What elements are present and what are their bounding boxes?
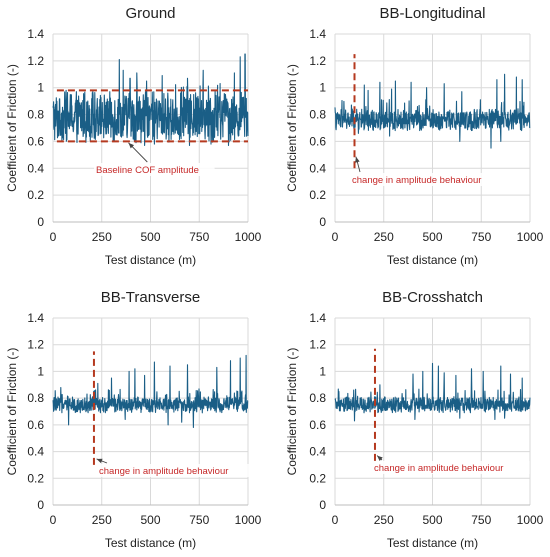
y-tick-label: 1.2 <box>309 54 326 68</box>
x-axis-label: Test distance (m) <box>105 253 196 267</box>
y-tick-label: 0.6 <box>27 134 44 148</box>
chart-title: BB-Crosshatch <box>382 289 483 306</box>
x-tick-label: 250 <box>92 230 112 244</box>
x-tick-label: 0 <box>332 513 339 527</box>
y-tick-label: 1.4 <box>309 27 326 41</box>
y-tick-label: 0.4 <box>27 161 44 175</box>
y-tick-label: 0.2 <box>309 471 326 485</box>
x-tick-label: 1000 <box>235 513 262 527</box>
y-axis-label: Coefficient of Friction (-) <box>285 348 299 476</box>
annotation-label: change in amplitude behaviour <box>352 175 481 186</box>
x-tick-label: 750 <box>189 230 209 244</box>
y-tick-label: 1.4 <box>27 311 44 325</box>
y-tick-label: 0 <box>319 498 326 512</box>
cof-series-line <box>52 53 249 147</box>
y-tick-label: 0.6 <box>27 418 44 432</box>
chart-panel-3: BB-Transverse 0 0.2 0.4 0.6 0.8 1 1.2 1.4 0 250 500… <box>5 289 262 550</box>
x-tick-label: 500 <box>422 513 442 527</box>
cof-series-line <box>52 354 249 429</box>
chart-title: BB-Longitudinal <box>380 5 486 22</box>
x-tick-label: 0 <box>50 513 57 527</box>
y-tick-label: 1.2 <box>27 338 44 352</box>
x-tick-label: 250 <box>374 513 394 527</box>
y-tick-label: 1.4 <box>309 311 326 325</box>
x-tick-label: 1000 <box>517 513 544 527</box>
y-tick-label: 1 <box>319 81 326 95</box>
y-tick-label: 0.8 <box>27 108 44 122</box>
annotation-label-background <box>97 464 255 477</box>
annotation-label: Baseline COF amplitude <box>96 165 199 176</box>
y-tick-label: 0.2 <box>309 188 326 202</box>
x-tick-label: 250 <box>92 513 112 527</box>
y-tick-label: 0.8 <box>309 108 326 122</box>
annotation-label-background <box>94 163 215 176</box>
x-tick-label: 750 <box>471 230 491 244</box>
y-tick-label: 0 <box>37 215 44 229</box>
y-tick-label: 1 <box>37 364 44 378</box>
x-tick-label: 1000 <box>235 230 262 244</box>
annotation-arrowhead <box>128 142 135 149</box>
x-tick-label: 500 <box>140 513 160 527</box>
x-axis-label: Test distance (m) <box>387 253 478 267</box>
y-axis-label: Coefficient of Friction (-) <box>5 348 19 476</box>
y-axis-label: Coefficient of Friction (-) <box>5 64 19 192</box>
y-tick-label: 1.4 <box>27 27 44 41</box>
x-tick-label: 0 <box>332 230 339 244</box>
y-tick-label: 0.8 <box>309 391 326 405</box>
x-axis-label: Test distance (m) <box>105 536 196 550</box>
chart-panel-4: BB-Crosshatch 0 0.2 0.4 0.6 0.8 1 1.2 1.4 0 250 500… <box>285 289 544 550</box>
y-axis-label: Coefficient of Friction (-) <box>285 64 299 192</box>
y-tick-label: 0.8 <box>27 391 44 405</box>
x-tick-label: 500 <box>422 230 442 244</box>
x-tick-label: 0 <box>50 230 57 244</box>
y-tick-label: 0 <box>319 215 326 229</box>
chart-title: BB-Transverse <box>101 289 200 306</box>
x-tick-label: 250 <box>374 230 394 244</box>
y-tick-label: 1.2 <box>27 54 44 68</box>
annotation-arrowhead <box>377 455 383 462</box>
annotation-arrowhead <box>355 156 360 163</box>
cof-series-line <box>334 73 531 149</box>
y-tick-label: 1 <box>37 81 44 95</box>
y-tick-label: 0.4 <box>27 445 44 459</box>
y-tick-label: 0.2 <box>27 471 44 485</box>
chart-panel-1: Ground 0 0.2 0.4 0.6 0.8 1 1.2 1.4 0 250 500 750 1000… <box>5 5 262 267</box>
annotation-label: change in amplitude behaviour <box>99 466 228 477</box>
x-tick-label: 1000 <box>517 230 544 244</box>
chart-title: Ground <box>125 5 175 22</box>
x-axis-label: Test distance (m) <box>387 536 478 550</box>
cof-series-line <box>334 362 531 422</box>
y-tick-label: 0.6 <box>309 134 326 148</box>
y-tick-label: 1 <box>319 364 326 378</box>
y-tick-label: 0.4 <box>309 161 326 175</box>
y-tick-label: 0 <box>37 498 44 512</box>
annotation-label-background <box>350 173 508 186</box>
annotation-arrowhead <box>96 458 103 464</box>
y-tick-label: 0.2 <box>27 188 44 202</box>
y-tick-label: 0.4 <box>309 445 326 459</box>
x-tick-label: 500 <box>140 230 160 244</box>
annotation-label-background <box>372 461 530 474</box>
chart-panel-2: BB-Longitudinal 0 0.2 0.4 0.6 0.8 1 1.2 1.4 0 250 5… <box>285 5 544 267</box>
x-tick-label: 750 <box>471 513 491 527</box>
y-tick-label: 0.6 <box>309 418 326 432</box>
x-tick-label: 750 <box>189 513 209 527</box>
y-tick-label: 1.2 <box>309 338 326 352</box>
annotation-label: change in amplitude behaviour <box>374 463 503 474</box>
